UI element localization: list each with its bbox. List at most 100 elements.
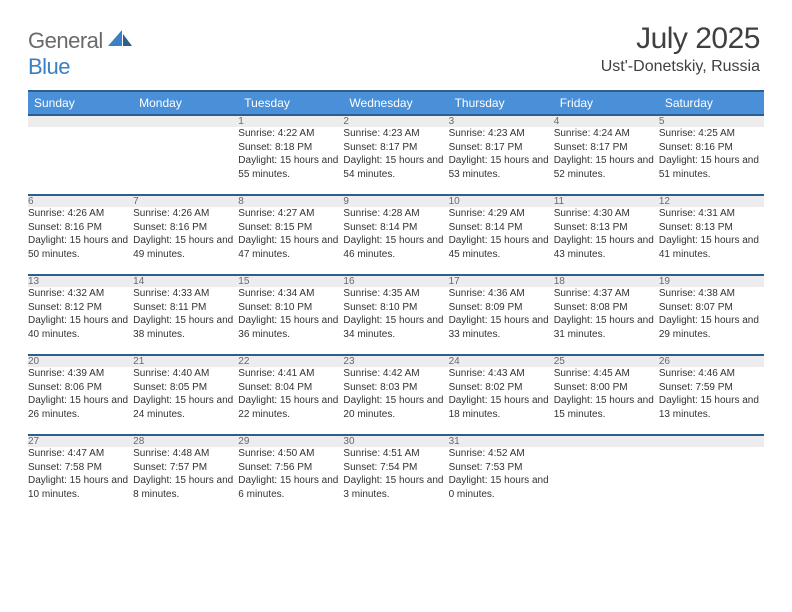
- sunset-line: Sunset: 8:02 PM: [449, 381, 554, 395]
- sunset-line: Sunset: 8:07 PM: [659, 301, 764, 315]
- day-number-cell: [554, 435, 659, 447]
- day-number-cell: 22: [238, 355, 343, 367]
- day-number-cell: 18: [554, 275, 659, 287]
- week-number-row: 12345: [28, 115, 764, 127]
- week-content-row: Sunrise: 4:39 AMSunset: 8:06 PMDaylight:…: [28, 367, 764, 435]
- day-content-cell: Sunrise: 4:50 AMSunset: 7:56 PMDaylight:…: [238, 447, 343, 515]
- sunset-line: Sunset: 8:16 PM: [133, 221, 238, 235]
- sunset-line: Sunset: 8:08 PM: [554, 301, 659, 315]
- day-number-cell: 14: [133, 275, 238, 287]
- week-number-row: 13141516171819: [28, 275, 764, 287]
- sunrise-line: Sunrise: 4:33 AM: [133, 287, 238, 301]
- week-content-row: Sunrise: 4:22 AMSunset: 8:18 PMDaylight:…: [28, 127, 764, 195]
- sunset-line: Sunset: 8:06 PM: [28, 381, 133, 395]
- daylight-line: Daylight: 15 hours and 51 minutes.: [659, 154, 764, 181]
- sunset-line: Sunset: 8:10 PM: [343, 301, 448, 315]
- daylight-line: Daylight: 15 hours and 38 minutes.: [133, 314, 238, 341]
- day-content-cell: Sunrise: 4:28 AMSunset: 8:14 PMDaylight:…: [343, 207, 448, 275]
- sunrise-line: Sunrise: 4:48 AM: [133, 447, 238, 461]
- day-content-cell: Sunrise: 4:38 AMSunset: 8:07 PMDaylight:…: [659, 287, 764, 355]
- sunrise-line: Sunrise: 4:38 AM: [659, 287, 764, 301]
- sunset-line: Sunset: 7:54 PM: [343, 461, 448, 475]
- day-content-cell: Sunrise: 4:23 AMSunset: 8:17 PMDaylight:…: [449, 127, 554, 195]
- sunset-line: Sunset: 8:04 PM: [238, 381, 343, 395]
- day-content-cell: Sunrise: 4:26 AMSunset: 8:16 PMDaylight:…: [28, 207, 133, 275]
- sunset-line: Sunset: 8:15 PM: [238, 221, 343, 235]
- day-content-cell: Sunrise: 4:43 AMSunset: 8:02 PMDaylight:…: [449, 367, 554, 435]
- day-number-cell: 6: [28, 195, 133, 207]
- day-content-cell: Sunrise: 4:46 AMSunset: 7:59 PMDaylight:…: [659, 367, 764, 435]
- day-content-cell: Sunrise: 4:23 AMSunset: 8:17 PMDaylight:…: [343, 127, 448, 195]
- sunset-line: Sunset: 8:13 PM: [659, 221, 764, 235]
- day-header: Friday: [554, 91, 659, 115]
- sunrise-line: Sunrise: 4:29 AM: [449, 207, 554, 221]
- sunrise-line: Sunrise: 4:26 AM: [28, 207, 133, 221]
- daylight-line: Daylight: 15 hours and 29 minutes.: [659, 314, 764, 341]
- logo: General Blue: [28, 22, 132, 80]
- day-content-cell: [28, 127, 133, 195]
- daylight-line: Daylight: 15 hours and 31 minutes.: [554, 314, 659, 341]
- day-number-cell: 13: [28, 275, 133, 287]
- sunrise-line: Sunrise: 4:40 AM: [133, 367, 238, 381]
- sunset-line: Sunset: 8:03 PM: [343, 381, 448, 395]
- day-number-cell: [133, 115, 238, 127]
- sunset-line: Sunset: 8:00 PM: [554, 381, 659, 395]
- sunset-line: Sunset: 7:58 PM: [28, 461, 133, 475]
- sunset-line: Sunset: 8:05 PM: [133, 381, 238, 395]
- day-content-cell: Sunrise: 4:33 AMSunset: 8:11 PMDaylight:…: [133, 287, 238, 355]
- day-number-cell: 7: [133, 195, 238, 207]
- sunset-line: Sunset: 8:18 PM: [238, 141, 343, 155]
- daylight-line: Daylight: 15 hours and 41 minutes.: [659, 234, 764, 261]
- day-content-cell: Sunrise: 4:52 AMSunset: 7:53 PMDaylight:…: [449, 447, 554, 515]
- title-block: July 2025 Ust'-Donetskiy, Russia: [601, 22, 760, 76]
- day-content-cell: Sunrise: 4:47 AMSunset: 7:58 PMDaylight:…: [28, 447, 133, 515]
- sunrise-line: Sunrise: 4:35 AM: [343, 287, 448, 301]
- sunset-line: Sunset: 8:17 PM: [449, 141, 554, 155]
- sunrise-line: Sunrise: 4:47 AM: [28, 447, 133, 461]
- sunset-line: Sunset: 7:59 PM: [659, 381, 764, 395]
- sunrise-line: Sunrise: 4:30 AM: [554, 207, 659, 221]
- week-content-row: Sunrise: 4:26 AMSunset: 8:16 PM Daylight:…: [28, 207, 764, 275]
- day-number-cell: 9: [343, 195, 448, 207]
- day-number-cell: 27: [28, 435, 133, 447]
- day-number-cell: 1: [238, 115, 343, 127]
- sunset-line: Sunset: 8:14 PM: [343, 221, 448, 235]
- day-number-cell: 16: [343, 275, 448, 287]
- daylight-line: Daylight: 15 hours and 36 minutes.: [238, 314, 343, 341]
- day-content-cell: Sunrise: 4:39 AMSunset: 8:06 PMDaylight:…: [28, 367, 133, 435]
- sunrise-line: Sunrise: 4:42 AM: [343, 367, 448, 381]
- sunrise-line: Sunrise: 4:32 AM: [28, 287, 133, 301]
- sunset-line: Sunset: 8:17 PM: [554, 141, 659, 155]
- day-number-cell: 20: [28, 355, 133, 367]
- day-content-cell: Sunrise: 4:51 AMSunset: 7:54 PMDaylight:…: [343, 447, 448, 515]
- daylight-line: Daylight: 15 hours and 52 minutes.: [554, 154, 659, 181]
- daylight-line: Daylight: 15 hours and 54 minutes.: [343, 154, 448, 181]
- sunset-line: Sunset: 8:12 PM: [28, 301, 133, 315]
- day-content-cell: Sunrise: 4:41 AMSunset: 8:04 PMDaylight:…: [238, 367, 343, 435]
- day-number-cell: 19: [659, 275, 764, 287]
- sunrise-line: Sunrise: 4:36 AM: [449, 287, 554, 301]
- day-number-cell: 23: [343, 355, 448, 367]
- day-number-cell: 5: [659, 115, 764, 127]
- daylight-line: Daylight: 15 hours and 3 minutes.: [343, 474, 448, 501]
- calendar-body: 12345Sunrise: 4:22 AMSunset: 8:18 PMDayl…: [28, 115, 764, 515]
- daylight-line: Daylight: 15 hours and 6 minutes.: [238, 474, 343, 501]
- day-content-cell: [659, 447, 764, 515]
- daylight-line: Daylight: 15 hours and 18 minutes.: [449, 394, 554, 421]
- day-content-cell: Sunrise: 4:30 AMSunset: 8:13 PMDaylight:…: [554, 207, 659, 275]
- sunset-line: Sunset: 7:56 PM: [238, 461, 343, 475]
- sunrise-line: Sunrise: 4:27 AM: [238, 207, 343, 221]
- sunrise-line: Sunrise: 4:43 AM: [449, 367, 554, 381]
- calendar-table: SundayMondayTuesdayWednesdayThursdayFrid…: [28, 90, 764, 515]
- day-content-cell: [133, 127, 238, 195]
- day-number-cell: 25: [554, 355, 659, 367]
- week-content-row: Sunrise: 4:32 AMSunset: 8:12 PMDaylight:…: [28, 287, 764, 355]
- sunrise-line: Sunrise: 4:31 AM: [659, 207, 764, 221]
- week-number-row: 2728293031: [28, 435, 764, 447]
- daylight-line: Daylight: 15 hours and 24 minutes.: [133, 394, 238, 421]
- daylight-line: Daylight: 15 hours and 20 minutes.: [343, 394, 448, 421]
- daylight-line: Daylight: 15 hours and 33 minutes.: [449, 314, 554, 341]
- sunrise-line: Sunrise: 4:46 AM: [659, 367, 764, 381]
- sunset-line: Sunset: 8:11 PM: [133, 301, 238, 315]
- daylight-line: Daylight: 15 hours and 55 minutes.: [238, 154, 343, 181]
